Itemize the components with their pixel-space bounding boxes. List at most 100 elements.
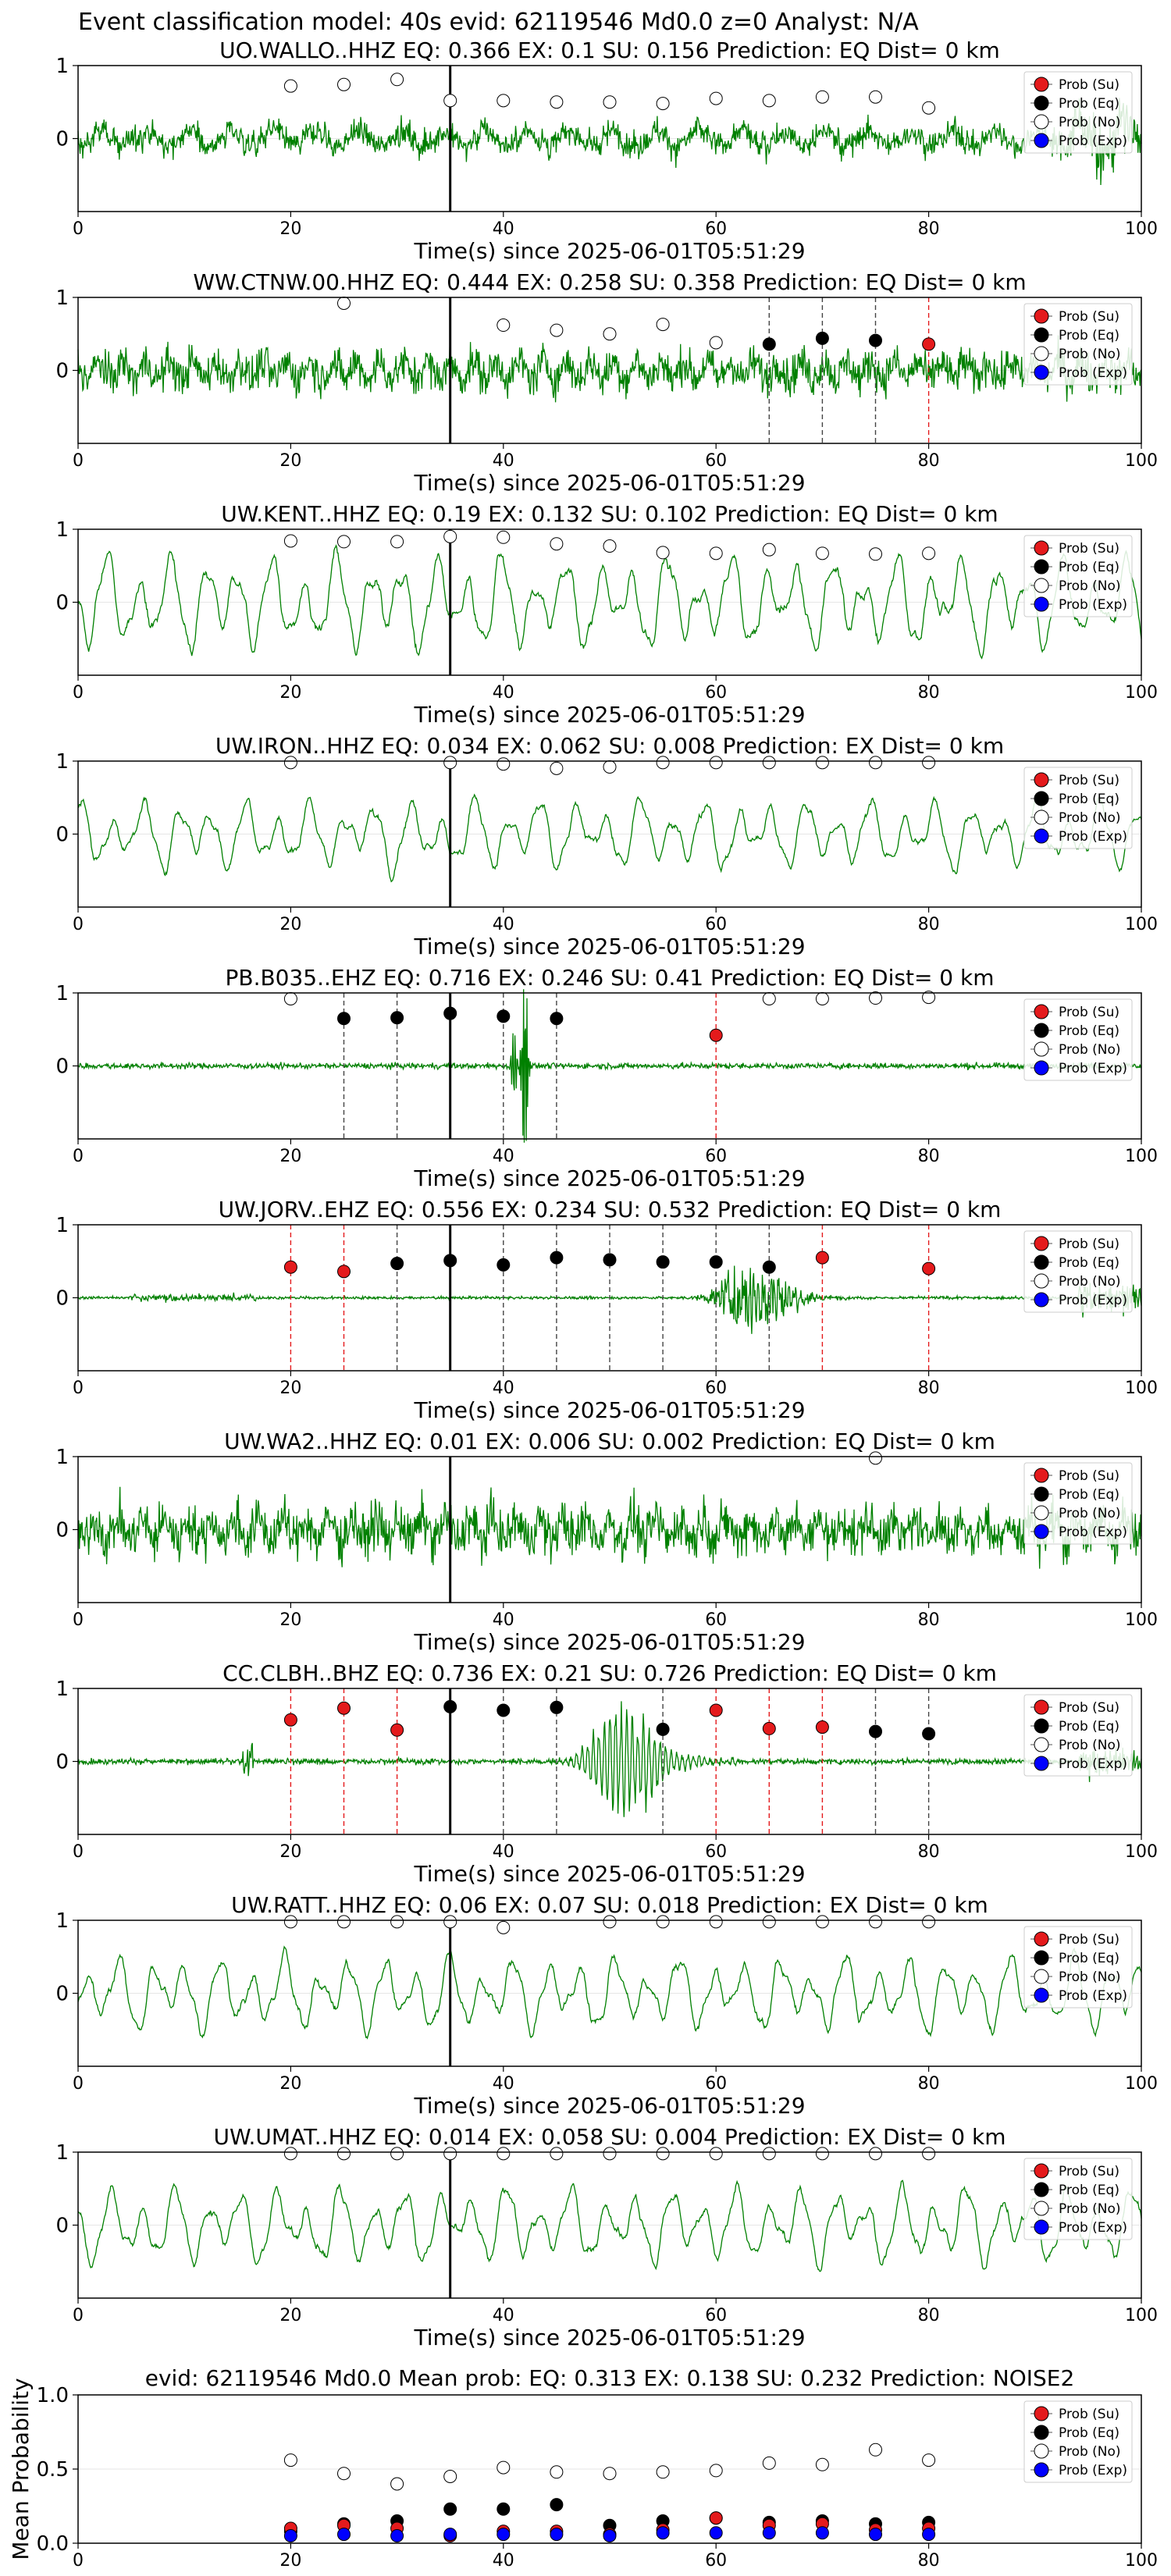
panel-4-prob-point-80	[922, 756, 936, 770]
panel-10-prob-point-30	[390, 2147, 404, 2161]
panel-3-waveform	[77, 544, 1142, 660]
panel-2-legend: Prob (Su) Prob (Eq) Prob (No) Prob (Exp)	[1023, 303, 1133, 386]
panel-9-legend-marker-exp	[1034, 1987, 1049, 2003]
panel-7-xtick-label-80: 80	[918, 1610, 940, 1630]
panel-1-legend-label-exp: Prob (Exp)	[1059, 133, 1127, 149]
panel-2-waveform	[77, 335, 1142, 403]
panel-5-prob-point-65	[762, 991, 776, 1005]
panel-7-legend-marker-su	[1034, 1468, 1049, 1483]
panel-5-legend-label-exp: Prob (Exp)	[1059, 1061, 1127, 1076]
panel-2-prob-point-80	[922, 337, 936, 351]
panel-3-prob-point-45	[550, 537, 564, 551]
panel-3-legend-label-no: Prob (No)	[1059, 578, 1121, 594]
panel-5-prob-point-30	[390, 1011, 404, 1025]
panel-mean-exp-point-35	[443, 2528, 457, 2542]
panel-4-xtick-label-100: 100	[1125, 915, 1158, 934]
panel-3-ytick-label-0: 0	[55, 592, 69, 615]
panel-mean-legend-label-su: Prob (Su)	[1059, 2407, 1119, 2422]
panel-1-prob-point-45	[550, 95, 564, 109]
panel-7-waveform	[77, 1486, 1142, 1569]
panel-7-legend-label-exp: Prob (Exp)	[1059, 1525, 1127, 1540]
panel-4-legend-marker-su	[1034, 772, 1049, 788]
panel-3-title: UW.KENT..HHZ EQ: 0.19 EX: 0.132 SU: 0.10…	[221, 501, 998, 527]
panel-4-ytick-label-0: 0	[55, 824, 69, 847]
panel-5-prob-point-45	[550, 1012, 564, 1026]
panel-mean-su-point-60	[709, 2511, 723, 2525]
panel-1-xtick-label-100: 100	[1125, 219, 1158, 239]
panel-1-ytick-label-1: 1	[55, 55, 69, 78]
panel-4-xtick-label-0: 0	[73, 915, 84, 934]
panel-8-prob-point-30	[390, 1723, 404, 1737]
panel-6-xtick-label-100: 100	[1125, 1379, 1158, 1398]
panel-5-prob-point-60	[709, 1028, 723, 1042]
panel-2-legend-label-exp: Prob (Exp)	[1059, 365, 1127, 381]
panel-8-prob-point-80	[922, 1727, 936, 1741]
panel-10-xtick-label-100: 100	[1125, 2306, 1158, 2325]
panel-10-ytick-label-0: 0	[55, 2215, 69, 2238]
panel-mean-eq-point-40	[497, 2502, 511, 2516]
panel-8-xtick-label-40: 40	[493, 1842, 514, 1862]
panel-mean-ytick-label-0: 0.0	[37, 2532, 69, 2556]
panel-3-prob-point-20	[283, 534, 297, 548]
panel-9-prob-point-35	[443, 1915, 457, 1929]
panel-6-legend-label-eq: Prob (Eq)	[1059, 1255, 1119, 1271]
panel-9-legend-label-no: Prob (No)	[1059, 1969, 1121, 1985]
panel-10-legend: Prob (Su) Prob (Eq) Prob (No) Prob (Exp)	[1023, 2158, 1133, 2240]
panel-9-prob-point-65	[762, 1915, 776, 1929]
panel-1-legend-marker-eq	[1034, 95, 1049, 111]
panel-mean-eq-point-45	[550, 2498, 564, 2512]
panel-3-prob-point-75	[869, 547, 882, 561]
panel-2-prob-point-70	[815, 331, 829, 345]
panel-3-xtick-label-100: 100	[1125, 683, 1158, 703]
panel-6-legend-box	[1023, 1230, 1133, 1313]
panel-10-legend-marker-eq	[1034, 2182, 1049, 2197]
panel-3-legend-marker-exp	[1034, 596, 1049, 612]
panel-5-prob-point-20	[283, 991, 297, 1005]
panel-6-xtick-label-0: 0	[73, 1379, 84, 1398]
panel-8-legend: Prob (Su) Prob (Eq) Prob (No) Prob (Exp)	[1023, 1694, 1133, 1777]
panel-3-legend-marker-su	[1034, 540, 1049, 556]
panel-8-title: CC.CLBH..BHZ EQ: 0.736 EX: 0.21 SU: 0.72…	[222, 1660, 997, 1686]
panel-6-legend-label-no: Prob (No)	[1059, 1274, 1121, 1290]
panel-6-ytick-label-1: 1	[55, 1214, 69, 1237]
panel-4-legend-label-exp: Prob (Exp)	[1059, 829, 1127, 845]
panel-6-xtick-label-20: 20	[279, 1379, 301, 1398]
panel-3-prob-point-55	[656, 546, 670, 560]
panel-5-legend-marker-su	[1034, 1004, 1049, 1019]
panel-5-prob-point-75	[869, 991, 882, 1005]
panel-1-waveform	[77, 98, 1142, 186]
panel-4-xtick-label-20: 20	[279, 915, 301, 934]
panel-9-title: UW.RATT..HHZ EQ: 0.06 EX: 0.07 SU: 0.018…	[231, 1892, 988, 1918]
panel-5-prob-point-35	[443, 1006, 457, 1020]
panel-7-ytick-label-1: 1	[55, 1446, 69, 1469]
panel-3-ytick-label-1: 1	[55, 518, 69, 542]
panel-2-xtick-label-40: 40	[493, 451, 514, 471]
panel-1-prob-point-75	[869, 90, 882, 104]
panel-8-prob-point-55	[656, 1722, 670, 1736]
panel-3-prob-point-25	[337, 535, 351, 549]
panel-9-legend-marker-no	[1034, 1969, 1049, 1984]
panel-5-legend-label-eq: Prob (Eq)	[1059, 1023, 1119, 1039]
panel-1-xtick-label-60: 60	[705, 219, 727, 239]
panel-mean-exp-point-25	[337, 2528, 351, 2542]
panel-10-prob-point-20	[283, 2147, 297, 2161]
panel-mean-exp-point-80	[922, 2528, 936, 2542]
panel-7-legend-marker-no	[1034, 1505, 1049, 1521]
panel-6-legend-label-su: Prob (Su)	[1059, 1236, 1119, 1252]
panel-3-legend-marker-eq	[1034, 559, 1049, 575]
panel-9-prob-point-80	[922, 1915, 936, 1929]
panel-2-prob-point-55	[656, 318, 670, 332]
panel-mean-exp-point-50	[603, 2529, 617, 2542]
panel-8-legend-marker-eq	[1034, 1718, 1049, 1734]
panel-7-legend-box	[1023, 1462, 1133, 1545]
panel-5-ytick-label-1: 1	[55, 982, 69, 1005]
panel-4-xtick-label-60: 60	[705, 915, 727, 934]
panel-2-prob-point-25	[337, 296, 351, 310]
panel-10-prob-point-55	[656, 2147, 670, 2161]
panel-mean-title: evid: 62119546 Md0.0 Mean prob: EQ: 0.31…	[145, 2365, 1075, 2391]
panel-1-xlabel: Time(s) since 2025-06-01T05:51:29	[413, 238, 805, 264]
panel-6-title: UW.JORV..EHZ EQ: 0.556 EX: 0.234 SU: 0.5…	[219, 1197, 1002, 1222]
panel-3-prob-point-70	[815, 546, 829, 560]
panel-5-ytick-label-0: 0	[55, 1055, 69, 1079]
panel-6-xtick-label-40: 40	[493, 1379, 514, 1398]
